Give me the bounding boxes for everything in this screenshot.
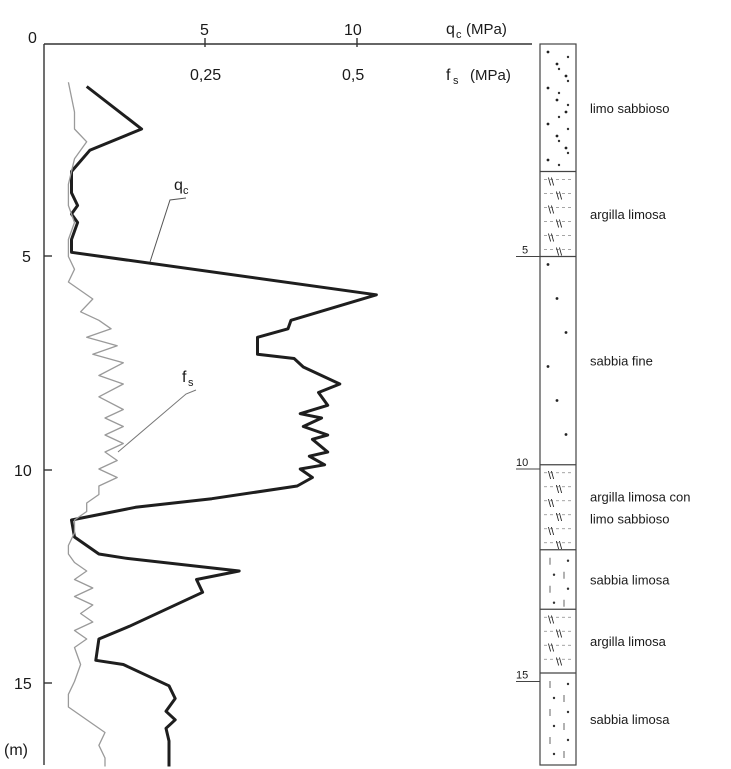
pattern-dot (564, 110, 568, 114)
pattern-dot (557, 139, 561, 143)
pattern-dot (552, 601, 556, 604)
pattern-hatch: \\ (548, 233, 555, 245)
fs-series-label: f (182, 369, 187, 386)
pattern-hatch: \\ (556, 247, 563, 259)
qc-axis-unit: (MPa) (466, 21, 507, 38)
fs-leader-line (117, 389, 197, 453)
strata-column: limo sabbioso\\\\\\\\\\\\argilla limosas… (516, 43, 690, 766)
pattern-dot (566, 151, 570, 155)
pattern-hatch: \\ (548, 642, 555, 654)
stratum-label: sabbia limosa (590, 573, 670, 588)
pattern-hatch: \\ (548, 498, 555, 510)
pattern-dot (564, 74, 568, 78)
fs-tick-label-025: 0,25 (190, 67, 221, 84)
pattern-dot (566, 127, 570, 131)
pattern-hatch: \\ (556, 191, 563, 203)
stratum-4: sabbia limosa (540, 549, 670, 607)
pattern-dot (566, 559, 570, 562)
pattern-hatch: \\ (548, 470, 555, 482)
pattern-dot (566, 682, 570, 686)
stratum-label: limo sabbioso (590, 101, 670, 116)
pattern-dot (564, 146, 568, 150)
fs-axis-label-sub: s (453, 75, 459, 87)
pattern-dot (552, 696, 556, 700)
depth-axis-unit: (m) (4, 742, 28, 759)
pattern-dot (564, 433, 568, 436)
stratum-label: argilla limosa (590, 207, 667, 222)
pattern-dot (557, 67, 561, 71)
qc-series-label-sub: c (183, 185, 189, 197)
qc-axis-label: q (446, 21, 455, 38)
fs-series-line (67, 82, 124, 767)
stratum-label: argilla limosa (590, 634, 667, 649)
depth-tick-label-15: 15 (14, 676, 32, 693)
pattern-hatch: \\ (556, 540, 563, 552)
strata-depth-tick-label: 15 (516, 670, 528, 682)
pattern-hatch: \\ (556, 656, 563, 668)
qc-leader-line (149, 197, 187, 263)
pattern-dot (546, 158, 550, 162)
pattern-dot (555, 134, 559, 138)
fs-tick-label-05: 0,5 (342, 67, 364, 84)
qc-series-line (70, 85, 378, 767)
pattern-dot (552, 752, 556, 756)
pattern-dot (566, 55, 570, 59)
qc-tick-label-5: 5 (200, 22, 209, 39)
pattern-dot (546, 365, 550, 368)
fs-series-label-sub: s (188, 377, 194, 389)
pattern-dot (566, 103, 570, 107)
pattern-hatch: \\ (556, 219, 563, 231)
fs-axis-unit: (MPa) (470, 67, 511, 84)
stratum-label: argilla limosa con (590, 489, 690, 504)
pattern-hatch: \\ (556, 484, 563, 496)
strata-column-frame (539, 43, 577, 766)
stratum-label: sabbia fine (590, 354, 653, 369)
strata-depth-tick-label: 10 (516, 457, 528, 469)
pattern-hatch: \\ (548, 526, 555, 538)
pattern-dot (555, 399, 559, 402)
pattern-dot (566, 710, 570, 714)
pattern-dot (555, 297, 559, 300)
pattern-hatch: \\ (548, 205, 555, 217)
stratum-label: sabbia limosa (590, 712, 670, 727)
pattern-dot (546, 50, 550, 54)
pattern-dot (552, 724, 556, 728)
pattern-dot (557, 163, 561, 167)
stratum-1: \\\\\\\\\\\\argilla limosa (540, 170, 667, 259)
series-layer (67, 82, 378, 767)
stratum-6: sabbia limosa (540, 672, 670, 758)
pattern-dot (546, 122, 550, 126)
pattern-hatch: \\ (548, 614, 555, 626)
pattern-hatch: \\ (556, 628, 563, 640)
pattern-dot (566, 587, 570, 590)
origin-label: 0 (28, 30, 37, 47)
stratum-5: \\\\\\\\argilla limosa (540, 608, 667, 668)
depth-tick-label-5: 5 (22, 249, 31, 266)
pattern-dot (564, 331, 568, 334)
pattern-hatch: \\ (556, 512, 563, 524)
qc-axis-label-sub: c (456, 29, 462, 41)
pattern-dot (557, 91, 561, 95)
pattern-dot (555, 98, 559, 102)
pattern-dot (557, 115, 561, 119)
depth-tick-label-10: 10 (14, 463, 32, 480)
stratum-label: limo sabbioso (590, 511, 670, 526)
pattern-hatch: \\ (548, 177, 555, 189)
pattern-dot (546, 86, 550, 90)
qc-tick-label-10: 10 (344, 22, 362, 39)
stratum-2: sabbia fine (540, 255, 653, 436)
strata-depth-tick-label: 5 (522, 245, 528, 257)
fs-axis-label: f (446, 67, 451, 84)
qc-series-label: q (174, 177, 183, 194)
stratum-0: limo sabbioso (546, 50, 670, 167)
pattern-dot (555, 62, 559, 66)
pattern-dot (552, 573, 556, 576)
pattern-dot (566, 738, 570, 742)
pattern-dot (566, 79, 570, 83)
pattern-dot (546, 263, 550, 266)
